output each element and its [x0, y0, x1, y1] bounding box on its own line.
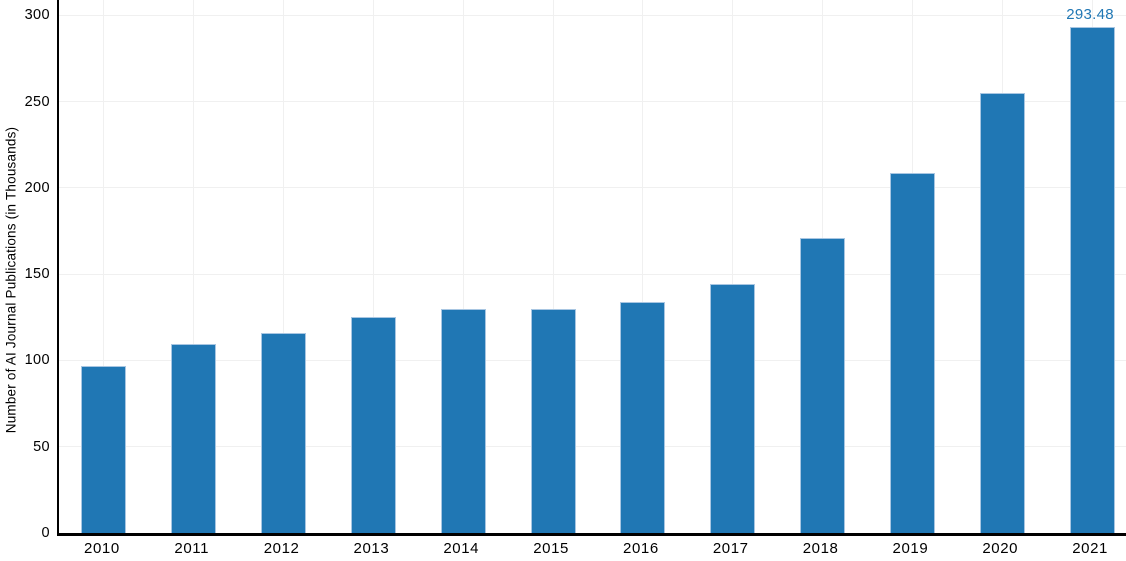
bar-2012 — [261, 333, 307, 533]
h-gridline-200 — [59, 187, 1126, 189]
x-tick-label-2015: 2015 — [533, 540, 569, 557]
x-tick-label-2011: 2011 — [174, 540, 210, 557]
x-tick-label-2018: 2018 — [802, 540, 839, 557]
x-tick-label-2010: 2010 — [84, 540, 120, 557]
h-gridline-50 — [59, 446, 1126, 448]
bar-2021 — [1069, 26, 1115, 533]
bar-2015 — [530, 308, 576, 533]
y-tick-label-250: 250 — [24, 93, 50, 110]
bar-2014 — [440, 309, 486, 533]
h-gridline-150 — [59, 273, 1126, 275]
x-tick-label-2016: 2016 — [623, 540, 659, 557]
bar-2017 — [710, 284, 756, 533]
bar-2019 — [889, 172, 935, 533]
bar-value-label-2021: 293.48 — [1066, 5, 1114, 23]
bar-2011 — [171, 344, 217, 533]
v-gridline-2011 — [193, 0, 195, 533]
h-gridline-100 — [59, 359, 1126, 361]
v-gridline-2010 — [103, 0, 105, 533]
x-tick-label-2021: 2021 — [1072, 540, 1108, 557]
bar-2018 — [800, 237, 846, 533]
x-tick-label-2013: 2013 — [353, 540, 390, 557]
v-gridline-2014 — [462, 0, 464, 533]
v-gridline-2017 — [732, 0, 734, 533]
bar-2010 — [81, 365, 127, 533]
y-tick-label-0: 0 — [41, 525, 50, 541]
x-tick-label-2020: 2020 — [982, 540, 1019, 557]
v-gridline-2013 — [372, 0, 374, 533]
v-gridline-2015 — [552, 0, 554, 533]
y-tick-label-200: 200 — [24, 179, 50, 196]
x-tick-label-2012: 2012 — [263, 540, 300, 557]
h-gridline-250 — [59, 101, 1126, 103]
x-tick-label-2017: 2017 — [712, 540, 749, 557]
y-tick-label-150: 150 — [24, 266, 50, 283]
bar-2020 — [979, 92, 1025, 533]
y-tick-label-100: 100 — [24, 352, 50, 369]
v-gridline-2016 — [642, 0, 644, 533]
x-tick-label-2014: 2014 — [443, 540, 480, 557]
y-tick-label-50: 50 — [33, 438, 50, 455]
y-tick-label-300: 300 — [24, 7, 50, 24]
x-tick-label-2019: 2019 — [892, 540, 929, 557]
bar-2013 — [350, 316, 396, 533]
bar-2016 — [620, 302, 666, 533]
h-gridline-300 — [59, 14, 1126, 16]
plot-area — [57, 0, 1126, 536]
v-gridline-2012 — [283, 0, 285, 533]
